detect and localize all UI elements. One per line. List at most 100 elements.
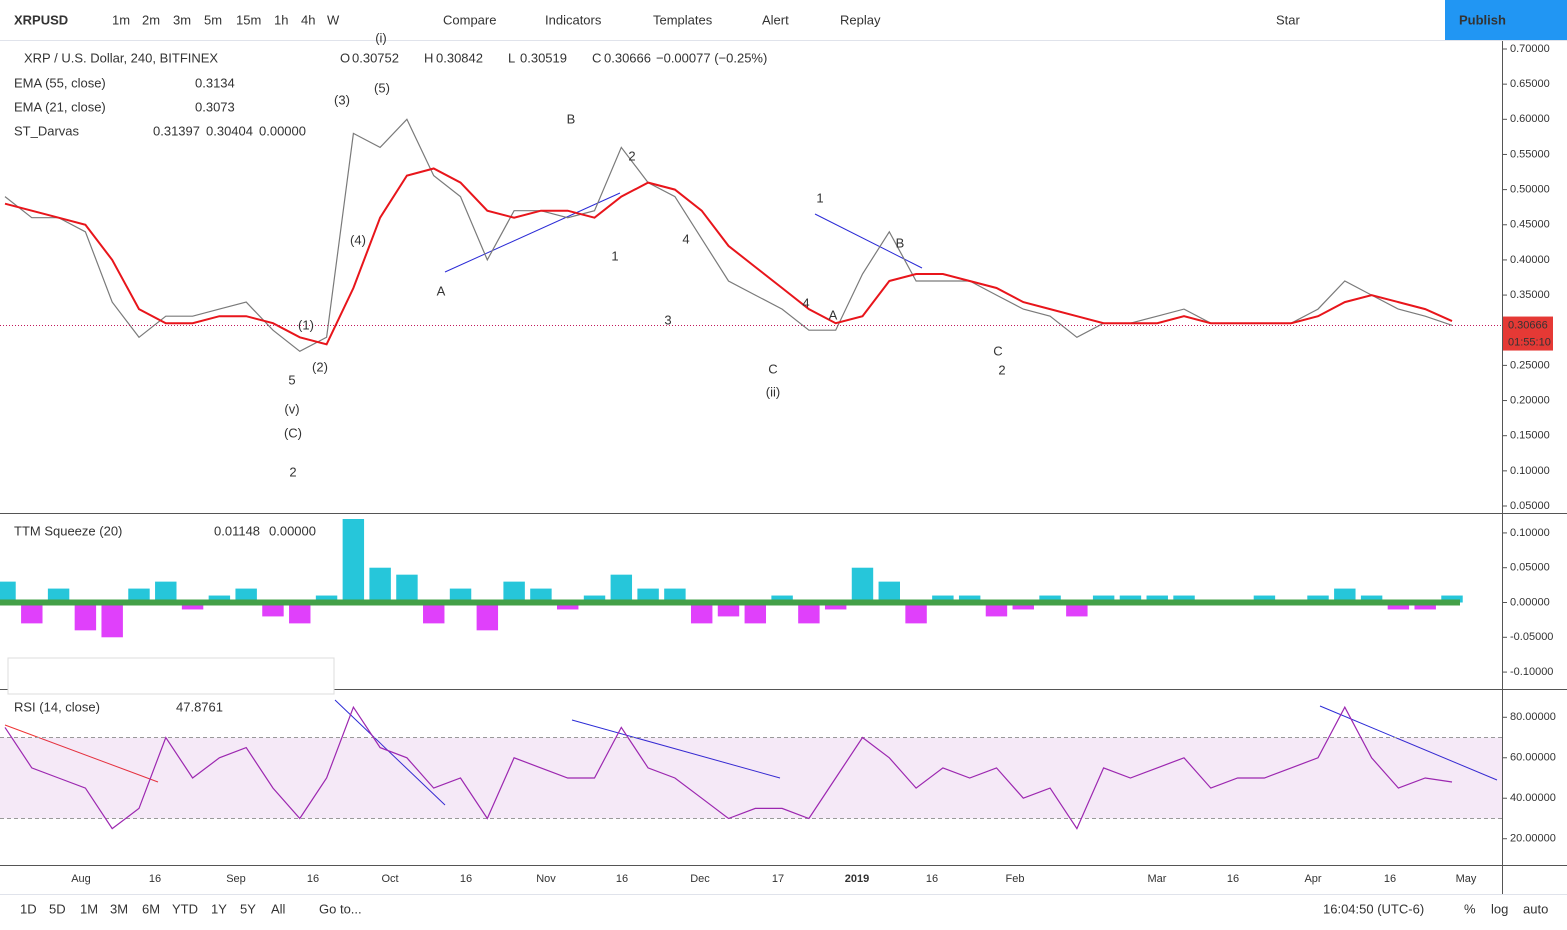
- time-label: 16: [616, 873, 628, 885]
- squeeze-bar: [0, 581, 16, 603]
- squeeze-bar: [155, 581, 177, 603]
- squeeze-bar: [1012, 602, 1034, 610]
- range-button[interactable]: 6M: [142, 901, 160, 916]
- interval[interactable]: W: [327, 12, 340, 27]
- time-label: Apr: [1304, 873, 1321, 885]
- indicator-name: RSI (14, close): [14, 699, 100, 714]
- squeeze-zero: [0, 599, 1460, 606]
- interval[interactable]: 3m: [173, 12, 191, 27]
- squeeze-bar: [262, 602, 284, 617]
- range-button[interactable]: 1M: [80, 901, 98, 916]
- ohlc-key: O: [340, 50, 350, 65]
- time-label: Oct: [381, 873, 398, 885]
- indicator-value: 47.8761: [176, 699, 223, 714]
- indicator-value: 0.01148: [214, 523, 260, 538]
- squeeze-bar: [878, 581, 900, 603]
- squeeze-bar: [128, 588, 150, 603]
- wave-label: (1): [298, 317, 314, 332]
- y-tick-label: -0.10000: [1510, 666, 1553, 678]
- squeeze-bar: [1334, 588, 1356, 603]
- last-price-tag: [1503, 316, 1553, 351]
- squeeze-bar: [610, 574, 633, 603]
- y-tick-label: 0.60000: [1510, 113, 1550, 125]
- squeeze-bar: [289, 602, 311, 624]
- time-label: 2019: [845, 873, 869, 885]
- interval[interactable]: 2m: [142, 12, 160, 27]
- publish-button[interactable]: [1445, 0, 1567, 40]
- last-price-label: 0.30666: [1508, 319, 1548, 331]
- time-label: 16: [1384, 873, 1396, 885]
- y-tick-label: 0.50000: [1510, 184, 1550, 196]
- interval[interactable]: 5m: [204, 12, 222, 27]
- squeeze-bar: [1387, 602, 1410, 610]
- squeeze-bar: [1092, 595, 1115, 603]
- range-button[interactable]: YTD: [172, 901, 198, 916]
- indicator-value: 0.31397: [153, 123, 200, 138]
- wave-label: 1: [611, 248, 618, 263]
- squeeze-bar: [1066, 602, 1088, 617]
- scale-option[interactable]: auto: [1523, 901, 1548, 916]
- trend-line: [444, 192, 621, 273]
- publish[interactable]: Publish: [1459, 12, 1506, 27]
- wave-label: A: [437, 283, 446, 298]
- time-label: Nov: [536, 873, 556, 885]
- squeeze-bar: [423, 602, 445, 624]
- interval[interactable]: 15m: [236, 12, 261, 27]
- star[interactable]: Star: [1276, 12, 1301, 27]
- goto[interactable]: Go to...: [319, 901, 362, 916]
- scale-option[interactable]: %: [1464, 901, 1476, 916]
- ema-line: [4, 167, 1453, 346]
- indicator-value: 0.30404: [206, 123, 253, 138]
- range-button[interactable]: 5Y: [240, 901, 256, 916]
- y-tick-label: 0.00000: [1510, 596, 1550, 608]
- wave-label: B: [567, 111, 576, 126]
- squeeze-bar: [396, 574, 418, 603]
- range-button[interactable]: 1D: [20, 901, 37, 916]
- interval[interactable]: 1m: [112, 12, 130, 27]
- toolbar-button[interactable]: Compare: [443, 12, 496, 27]
- rsi-trend-line: [334, 699, 446, 806]
- range-button[interactable]: All: [271, 901, 286, 916]
- range-button[interactable]: 3M: [110, 901, 128, 916]
- squeeze-bar: [664, 588, 686, 603]
- squeeze-bar: [342, 519, 365, 603]
- toolbar-button[interactable]: Replay: [840, 12, 881, 27]
- y-tick-label: 0.70000: [1510, 43, 1550, 55]
- squeeze-bar: [530, 588, 552, 603]
- rsi-trend-line: [4, 724, 159, 783]
- drawing-toolbar: [7, 657, 335, 695]
- squeeze-bar: [476, 602, 499, 631]
- y-tick-label: 0.45000: [1510, 219, 1550, 231]
- toolbar-button[interactable]: Indicators: [545, 12, 602, 27]
- squeeze-bar: [717, 602, 740, 617]
- squeeze-bar: [369, 567, 391, 603]
- ohlc-value: 0.30519: [520, 50, 567, 65]
- toolbar-button[interactable]: Alert: [762, 12, 789, 27]
- clock: 16:04:50 (UTC-6): [1323, 901, 1424, 916]
- toolbar-button[interactable]: Templates: [653, 12, 713, 27]
- interval[interactable]: 4h: [301, 12, 315, 27]
- indicator-value: 0.00000: [259, 123, 306, 138]
- interval[interactable]: 1h: [274, 12, 288, 27]
- squeeze-bar: [21, 602, 43, 624]
- time-label: 16: [1227, 873, 1239, 885]
- indicator-value: 0.3134: [195, 75, 235, 90]
- squeeze-bar: [771, 595, 793, 603]
- squeeze-bar: [637, 588, 659, 603]
- wave-label: (C): [284, 425, 302, 440]
- range-button[interactable]: 1Y: [211, 901, 227, 916]
- squeeze-bar: [557, 602, 579, 610]
- y-tick-label: 80.00000: [1510, 711, 1556, 723]
- change: −0.00077 (−0.25%): [656, 50, 767, 65]
- wave-label: C: [993, 343, 1002, 358]
- squeeze-bar: [1173, 595, 1195, 603]
- range-button[interactable]: 5D: [49, 901, 66, 916]
- time-label: Mar: [1148, 873, 1167, 885]
- ohlc-value: 0.30666: [604, 50, 651, 65]
- scale-option[interactable]: log: [1491, 901, 1508, 916]
- squeeze-bar: [905, 602, 927, 624]
- symbol[interactable]: XRPUSD: [14, 12, 68, 27]
- ohlc-value: 0.30842: [436, 50, 483, 65]
- squeeze-bar: [1441, 595, 1463, 603]
